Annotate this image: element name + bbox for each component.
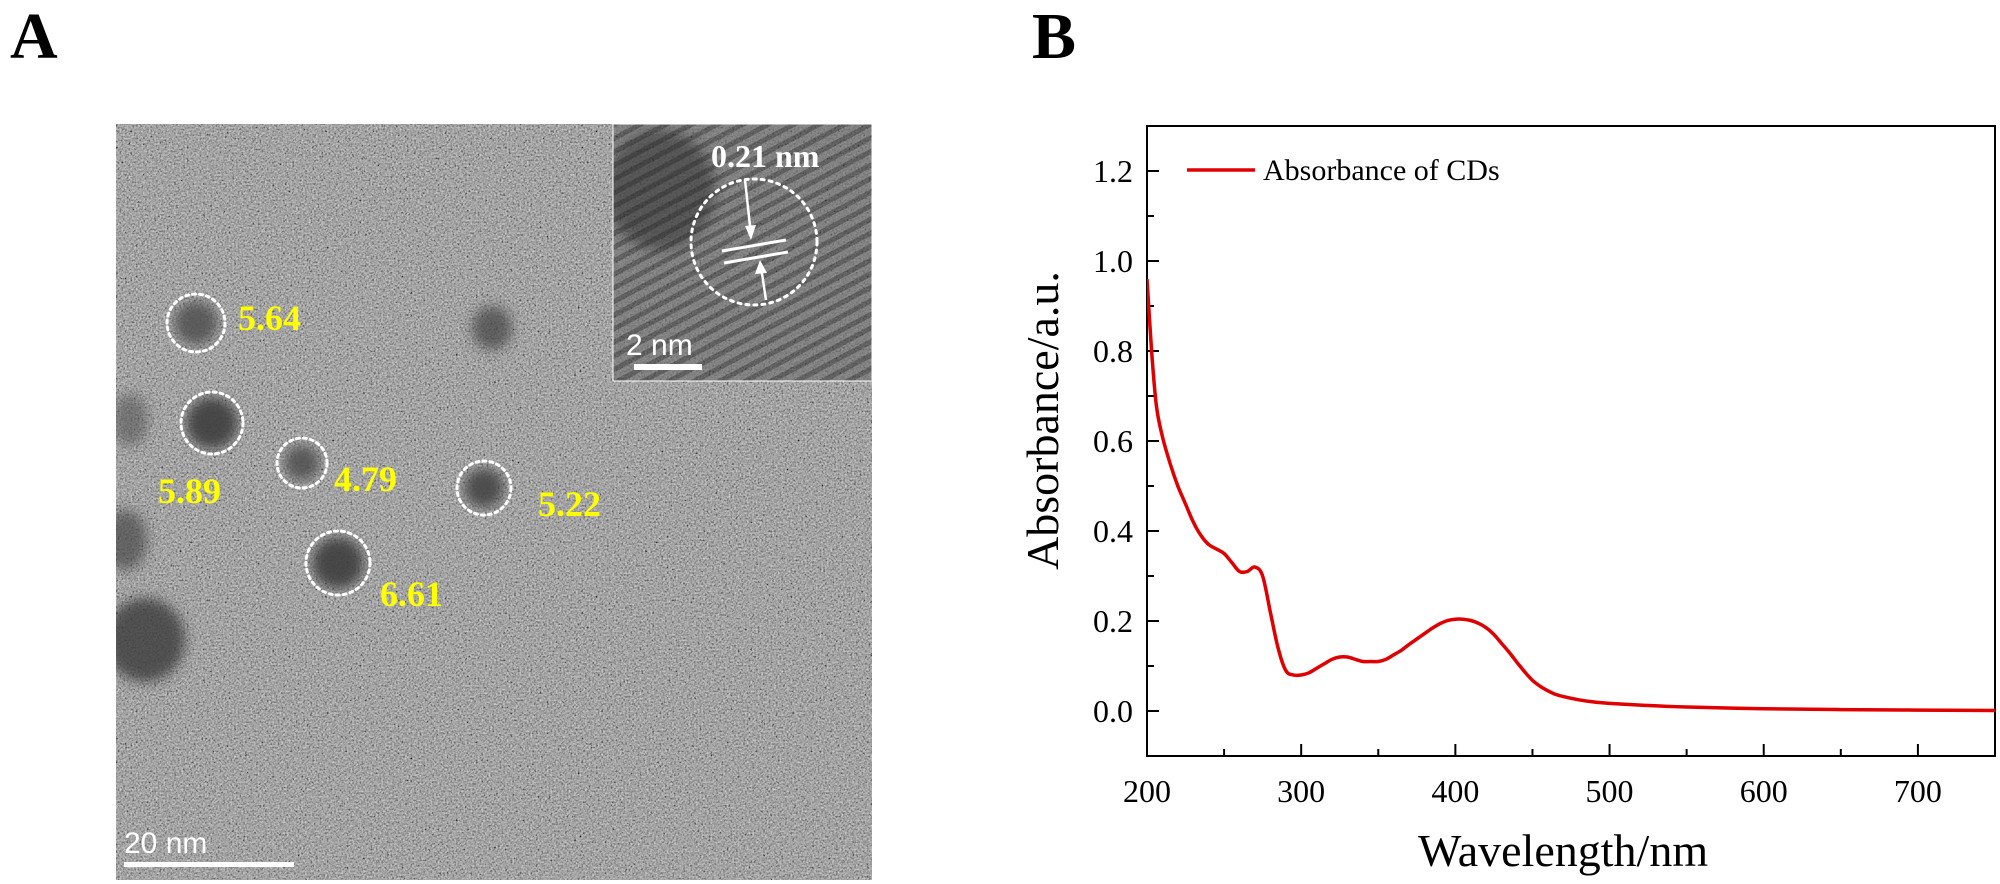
nanoparticles bbox=[174, 301, 504, 589]
inset-scale-bar bbox=[634, 364, 702, 370]
y-tick-label: 0.4 bbox=[1093, 513, 1133, 549]
tem-dark-regions bbox=[116, 306, 512, 682]
x-tick-label: 700 bbox=[1894, 773, 1942, 809]
x-tick-label: 400 bbox=[1431, 773, 1479, 809]
particle-rings bbox=[165, 292, 513, 597]
inset-scale-label: 2 nm bbox=[626, 329, 693, 362]
absorbance-chart: 200 300 400 500 600 7000.00.20.40.60.81.01.2 … bbox=[1017, 125, 1996, 876]
particle-size-label: 5.64 bbox=[238, 298, 301, 338]
lattice-spacing-label: 0.21 nm bbox=[711, 138, 820, 174]
lattice-annotation bbox=[689, 177, 819, 307]
x-tick-label: 200 bbox=[1123, 773, 1171, 809]
particle-ring bbox=[455, 459, 513, 517]
axis-tick-labels: 200 300 400 500 600 700 0.0 0.2 0.4 0.6 0.8 1.0 1.2 bbox=[1093, 153, 1942, 809]
y-tick-label: 0.2 bbox=[1093, 603, 1133, 639]
particle-size-label: 5.22 bbox=[538, 484, 601, 524]
axis-ticks bbox=[1146, 125, 1919, 757]
y-tick-label: 0.6 bbox=[1093, 423, 1133, 459]
x-tick-label: 500 bbox=[1586, 773, 1634, 809]
y-axis-title: Absorbance/a.u. bbox=[1017, 271, 1068, 570]
particle-ring bbox=[304, 529, 372, 597]
legend-label: Absorbance of CDs bbox=[1263, 154, 1500, 187]
particle-size-label: 4.79 bbox=[334, 459, 397, 499]
plot-frame bbox=[1146, 125, 1996, 757]
panel-a-letter: A bbox=[10, 0, 58, 73]
scale-bar-label: 20 nm bbox=[124, 827, 207, 860]
hrtem-inset bbox=[613, 124, 872, 381]
x-tick-label: 600 bbox=[1740, 773, 1788, 809]
particle-size-label: 5.89 bbox=[158, 471, 221, 511]
scale-bar bbox=[124, 862, 294, 867]
particle-ring bbox=[179, 390, 245, 456]
panel-b-letter: B bbox=[1032, 0, 1076, 73]
particle-size-label: 6.61 bbox=[380, 574, 443, 614]
legend: Absorbance of CDs bbox=[1187, 154, 1500, 187]
x-tick-label: 300 bbox=[1277, 773, 1325, 809]
x-axis-title: Wavelength/nm bbox=[1418, 825, 1708, 876]
absorbance-series-line bbox=[1147, 278, 1995, 713]
tem-image bbox=[116, 124, 872, 880]
y-tick-label: 1.0 bbox=[1093, 243, 1133, 279]
y-tick-label: 0.8 bbox=[1093, 333, 1133, 369]
y-tick-label: 0.0 bbox=[1093, 693, 1133, 729]
particle-ring bbox=[275, 436, 329, 490]
y-tick-label: 1.2 bbox=[1093, 153, 1133, 189]
particle-ring bbox=[165, 292, 227, 354]
